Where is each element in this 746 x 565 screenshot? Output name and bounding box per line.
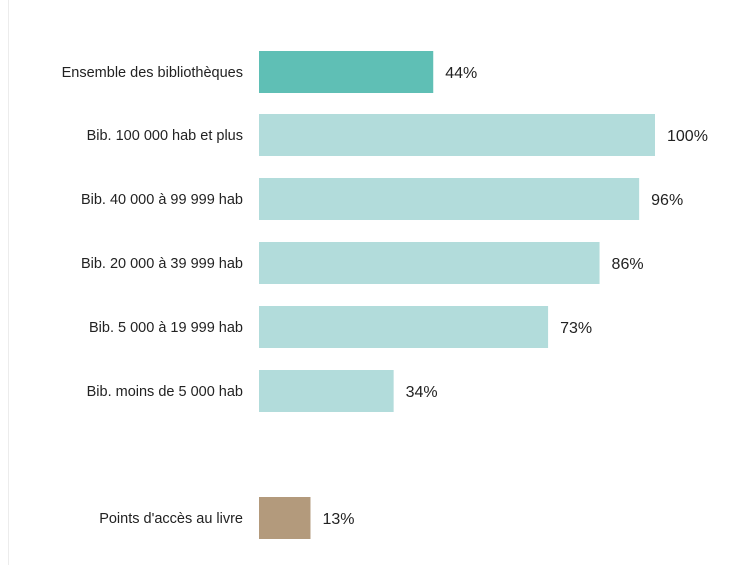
category-label: Points d'accès au livre [99, 511, 243, 527]
bar [259, 242, 600, 284]
bar [259, 306, 549, 348]
value-label: 34% [406, 384, 438, 401]
bar [259, 178, 640, 220]
bar [259, 51, 434, 93]
value-label: 100% [667, 128, 708, 145]
value-label: 86% [612, 256, 644, 273]
value-labels: 44% 100% 96% 86% 73% 34% 13% [322, 65, 707, 528]
value-label: 13% [322, 511, 354, 528]
bars [259, 51, 655, 539]
left-border-rule [8, 0, 9, 565]
category-label: Bib. 5 000 à 19 999 hab [89, 320, 243, 336]
value-label: 96% [651, 192, 683, 209]
bar [259, 497, 311, 539]
category-labels: Ensemble des bibliothèques Bib. 100 000 h… [62, 65, 243, 527]
category-label: Bib. 100 000 hab et plus [87, 128, 243, 144]
category-label: Bib. 40 000 à 99 999 hab [81, 192, 243, 208]
category-label: Ensemble des bibliothèques [62, 65, 243, 81]
value-label: 73% [560, 320, 592, 337]
bar [259, 370, 394, 412]
value-label: 44% [445, 65, 477, 82]
bar [259, 114, 655, 156]
category-label: Bib. 20 000 à 39 999 hab [81, 256, 243, 272]
category-label: Bib. moins de 5 000 hab [87, 384, 243, 400]
